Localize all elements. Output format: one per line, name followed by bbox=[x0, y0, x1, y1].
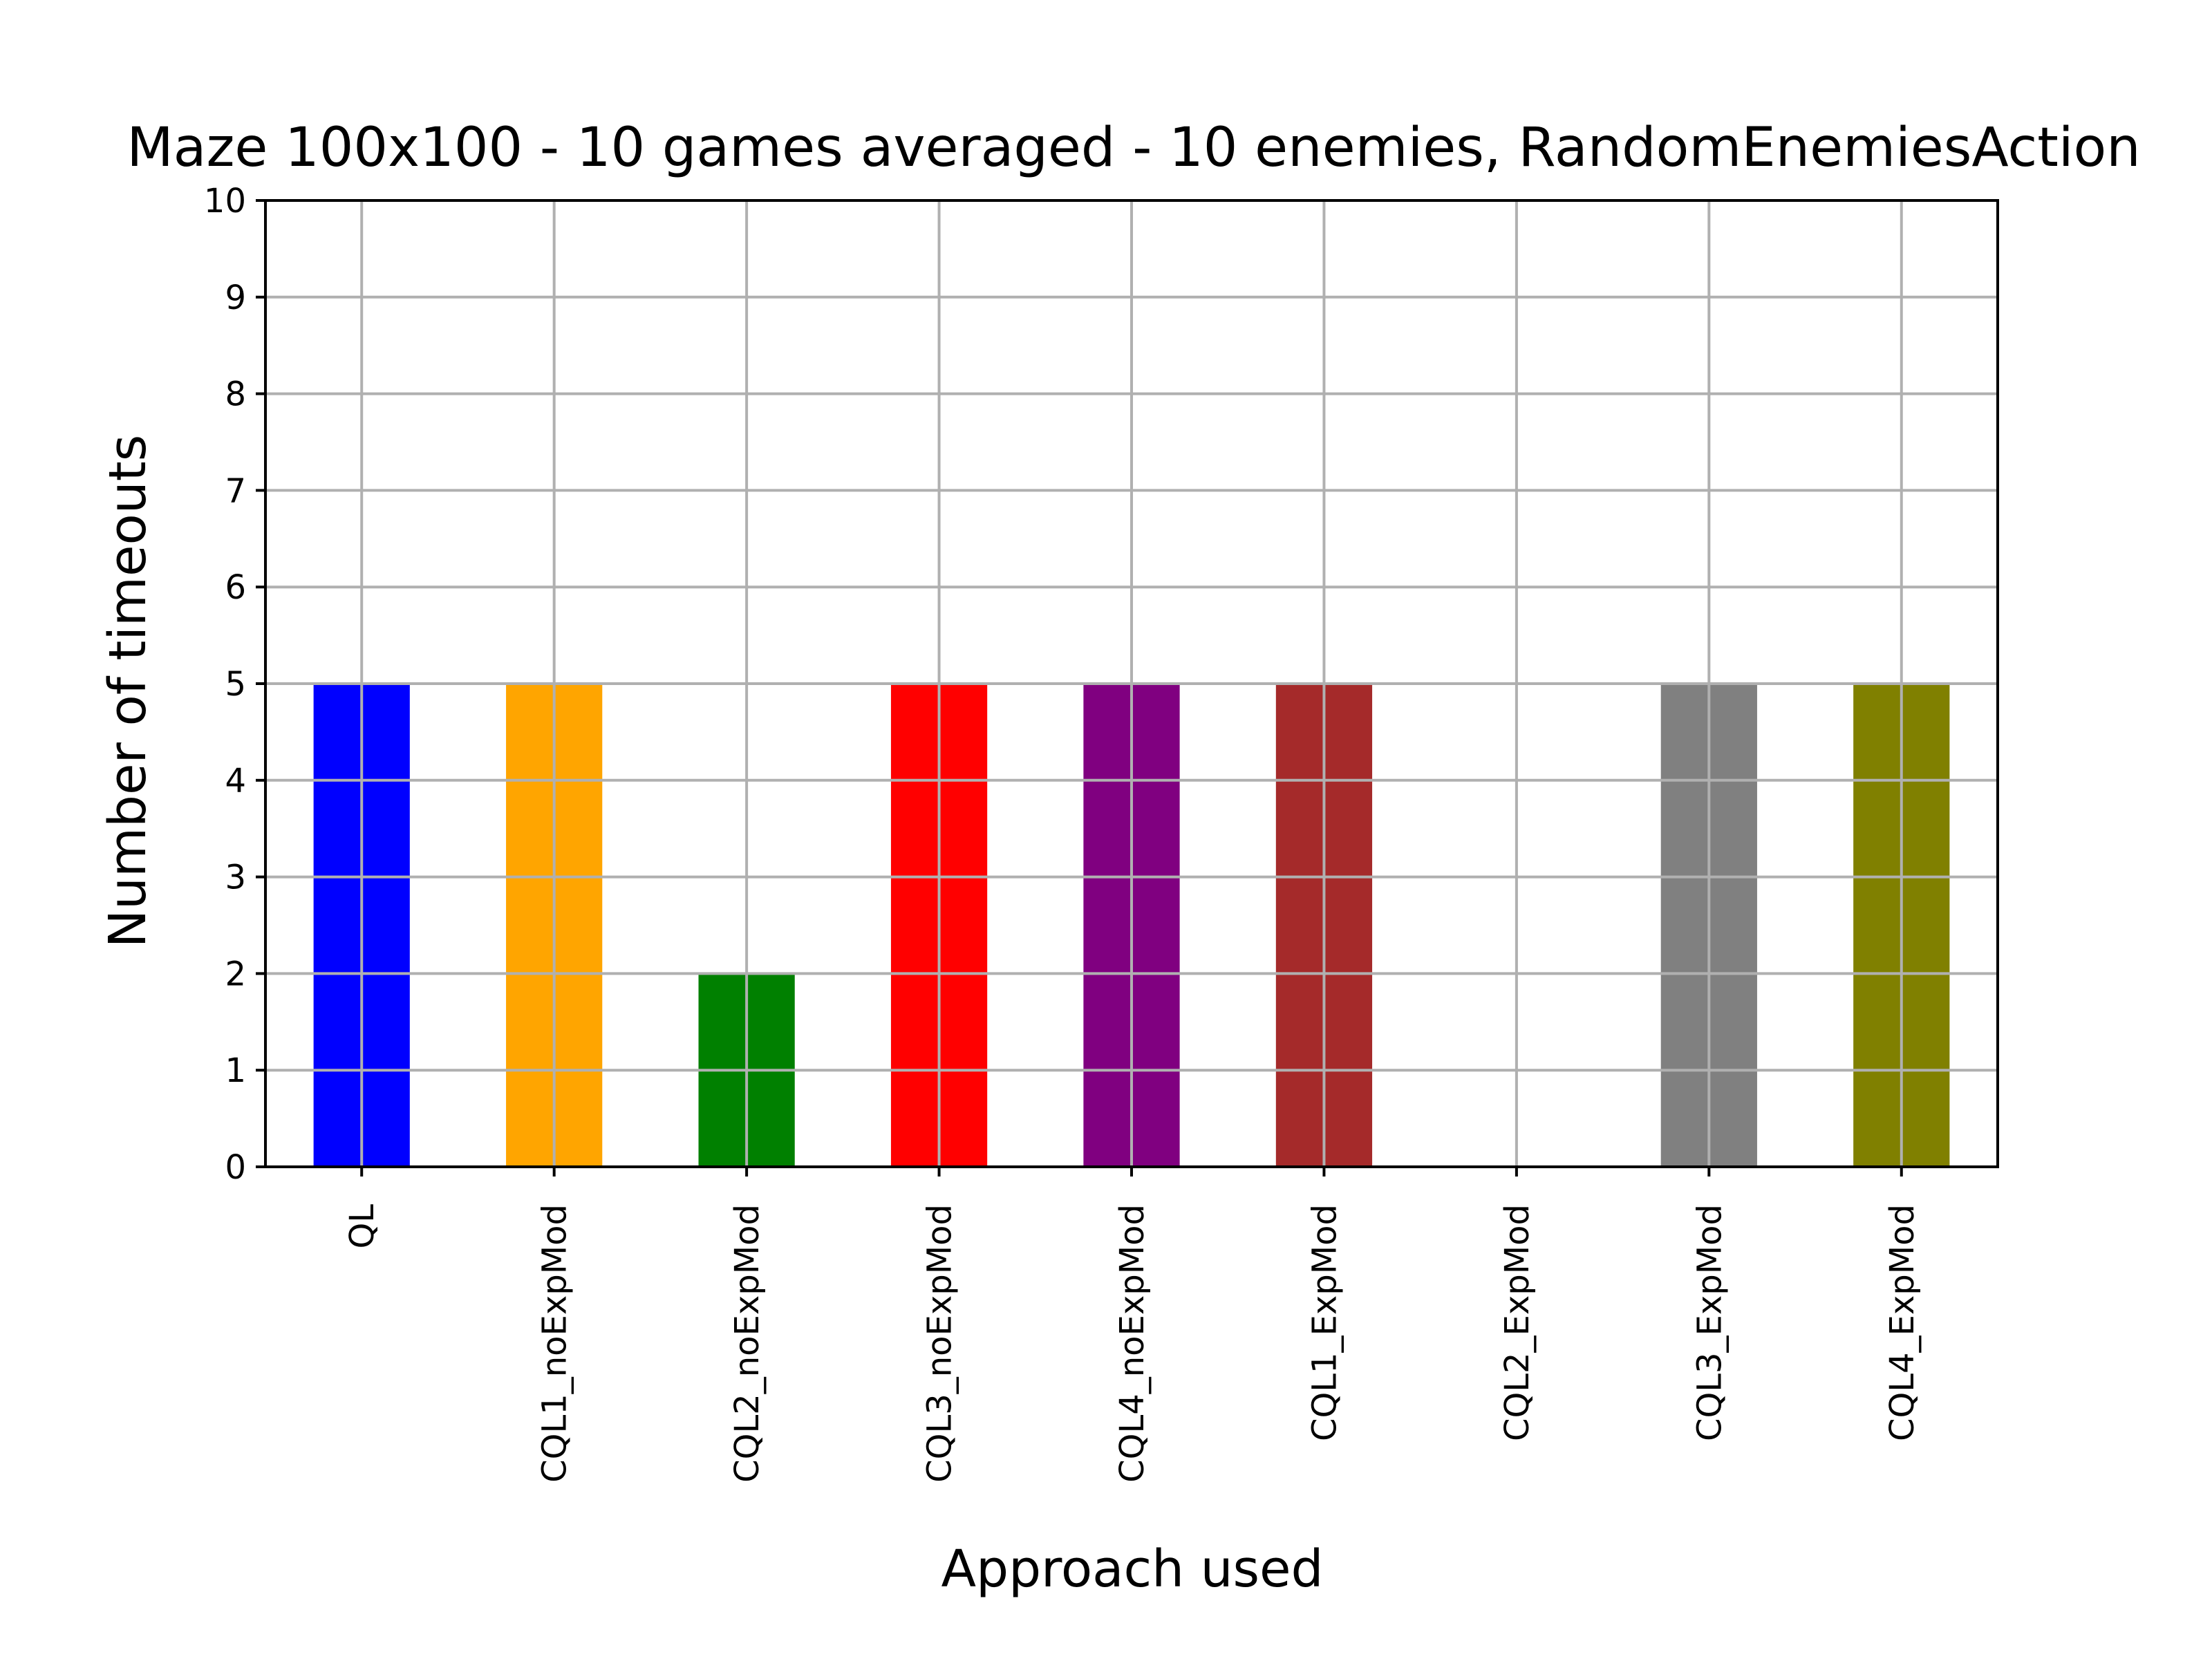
chart-title: Maze 100x100 - 10 games averaged - 10 en… bbox=[126, 117, 2140, 179]
y-tick-label: 7 bbox=[225, 471, 246, 510]
x-tick-label: QL bbox=[343, 1204, 382, 1249]
y-tick-label: 3 bbox=[225, 859, 246, 897]
y-tick-label: 4 bbox=[225, 762, 246, 800]
y-tick-label: 0 bbox=[225, 1148, 246, 1187]
x-tick-label: CQL1_noExpMod bbox=[536, 1204, 574, 1483]
y-tick-label: 8 bbox=[225, 375, 246, 414]
y-tick-label: 1 bbox=[225, 1051, 246, 1090]
x-tick-label: CQL3_noExpMod bbox=[921, 1204, 959, 1483]
x-tick-label: CQL1_ExpMod bbox=[1305, 1204, 1344, 1441]
x-axis-label: Approach used bbox=[941, 1539, 1323, 1599]
y-tick-label: 10 bbox=[204, 182, 246, 221]
x-tick-label: CQL2_ExpMod bbox=[1498, 1204, 1537, 1441]
y-tick-label: 9 bbox=[225, 279, 246, 317]
y-ticks: 0 1 2 3 4 5 6 7 8 9 10 bbox=[204, 182, 265, 1187]
y-tick-label: 2 bbox=[225, 955, 246, 993]
y-axis-label: Number of timeouts bbox=[98, 435, 158, 948]
x-tick-label: CQL4_ExpMod bbox=[1883, 1204, 1922, 1441]
x-tick-label: CQL3_ExpMod bbox=[1690, 1204, 1729, 1441]
y-tick-label: 5 bbox=[225, 665, 246, 704]
x-tick-label: CQL2_noExpMod bbox=[728, 1204, 767, 1483]
x-tick-label: CQL4_noExpMod bbox=[1113, 1204, 1152, 1483]
x-ticks: QL CQL1_noExpMod CQL2_noExpMod CQL3_noExpMo… bbox=[343, 1167, 1922, 1483]
y-tick-label: 6 bbox=[225, 568, 246, 607]
